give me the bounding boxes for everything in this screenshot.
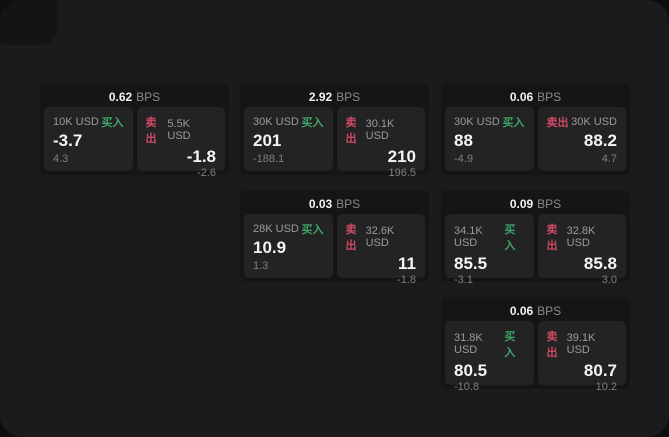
sell-tag: 卖出 [546, 331, 558, 359]
quote-card: 0.09 BPS 34.1K USD 买入 85.5 -3.1 卖出 32.8K… [441, 190, 630, 286]
sell-tag: 卖出 [345, 224, 357, 252]
buy-price: 85.5 [454, 254, 488, 273]
sell-tag: 卖出 [145, 117, 157, 145]
buy-panel[interactable]: 30K USD 买入 201 -188.1 [244, 107, 333, 171]
buy-panel[interactable]: 31.8K USD 买入 80.5 -10.8 [445, 321, 534, 393]
corner-block [0, 0, 58, 45]
sell-sub-value: 4.7 [601, 153, 617, 165]
bps-header: 0.06 BPS [445, 87, 626, 107]
sell-sub-value: 3.0 [601, 273, 617, 286]
buy-price: -3.7 [53, 131, 83, 150]
buy-amount: 30K USD [253, 116, 299, 128]
bps-header: 0.06 BPS [445, 301, 626, 321]
buy-sub-value: -188.1 [253, 153, 285, 165]
buy-sub-value: 1.3 [253, 260, 269, 272]
bps-header: 0.03 BPS [244, 194, 425, 214]
bps-unit: BPS [537, 90, 562, 104]
bps-unit: BPS [336, 197, 361, 211]
buy-price: 201 [253, 131, 282, 150]
buy-sub-value: -4.9 [454, 153, 473, 165]
sell-amount: 32.6K USD [365, 225, 395, 249]
quote-card: 0.03 BPS 28K USD 买入 10.9 1.3 卖出 32.6K US… [240, 190, 429, 286]
bps-unit: BPS [537, 304, 562, 318]
buy-amount: 34.1K USD [454, 225, 483, 249]
bps-value: 0.62 [108, 90, 133, 104]
buy-panel[interactable]: 34.1K USD 买入 85.5 -3.1 [445, 214, 534, 286]
sell-panel[interactable]: 卖出 32.8K USD 85.8 3.0 [537, 214, 626, 286]
bps-header: 0.62 BPS [44, 87, 225, 107]
bps-unit: BPS [537, 197, 562, 211]
buy-price: 88 [454, 131, 473, 150]
bps-value: 2.92 [308, 90, 333, 104]
bps-unit: BPS [336, 90, 361, 104]
sell-price: 11 [398, 254, 416, 273]
bps-value: 0.03 [308, 197, 333, 211]
buy-amount: 30K USD [454, 116, 500, 128]
buy-tag: 买入 [101, 117, 124, 129]
bps-unit: BPS [136, 90, 161, 104]
buy-panel[interactable]: 10K USD 买入 -3.7 4.3 [44, 107, 133, 171]
sell-sub-value: -2.6 [197, 166, 216, 179]
sell-tag: 卖出 [345, 117, 357, 145]
bps-header: 0.09 BPS [445, 194, 626, 214]
buy-tag: 买入 [504, 224, 516, 252]
sell-sub-value: -1.8 [397, 273, 416, 286]
buy-panel[interactable]: 28K USD 买入 10.9 1.3 [244, 214, 333, 278]
sell-panel[interactable]: 卖出 32.6K USD 11 -1.8 [336, 214, 425, 286]
buy-tag: 买入 [301, 224, 324, 236]
buy-sub-value: -3.1 [454, 273, 473, 286]
sell-sub-value: 196.5 [388, 166, 416, 179]
sell-amount: 32.8K USD [566, 225, 596, 249]
sell-panel[interactable]: 卖出 30K USD 88.2 4.7 [537, 107, 626, 171]
quote-card: 0.06 BPS 31.8K USD 买入 80.5 -10.8 卖出 39.1… [441, 297, 630, 393]
buy-amount: 28K USD [253, 223, 299, 235]
sell-price: 88.2 [583, 131, 617, 150]
buy-tag: 买入 [301, 117, 324, 129]
sell-sub-value: 10.2 [595, 380, 617, 393]
buy-panel[interactable]: 30K USD 买入 88 -4.9 [445, 107, 534, 171]
buy-tag: 买入 [504, 331, 516, 359]
sell-panel[interactable]: 卖出 39.1K USD 80.7 10.2 [537, 321, 626, 393]
quote-card: 2.92 BPS 30K USD 买入 201 -188.1 卖出 30.1K … [240, 83, 429, 179]
buy-price: 10.9 [253, 238, 287, 257]
bps-value: 0.06 [509, 304, 534, 318]
bps-header: 2.92 BPS [244, 87, 425, 107]
sell-panel[interactable]: 卖出 30.1K USD 210 196.5 [336, 107, 425, 179]
bps-value: 0.09 [509, 197, 534, 211]
sell-price: 210 [387, 147, 416, 166]
sell-tag: 卖出 [546, 224, 558, 252]
sell-amount: 39.1K USD [566, 332, 596, 356]
sell-tag: 卖出 [546, 117, 569, 129]
buy-tag: 买入 [502, 117, 525, 129]
buy-sub-value: 4.3 [53, 153, 69, 165]
buy-sub-value: -10.8 [454, 380, 480, 393]
buy-price: 80.5 [454, 361, 488, 380]
buy-amount: 10K USD [53, 116, 99, 128]
bps-value: 0.06 [509, 90, 534, 104]
sell-amount: 5.5K USD [167, 118, 191, 142]
quote-card: 0.62 BPS 10K USD 买入 -3.7 4.3 卖出 5.5K USD… [40, 83, 229, 179]
buy-amount: 31.8K USD [454, 332, 483, 356]
sell-price: 80.7 [583, 361, 617, 380]
quote-card: 0.06 BPS 30K USD 买入 88 -4.9 卖出 30K USD 8… [441, 83, 630, 175]
sell-amount: 30.1K USD [365, 118, 395, 142]
sell-panel[interactable]: 卖出 5.5K USD -1.8 -2.6 [136, 107, 225, 179]
sell-price: 85.8 [583, 254, 617, 273]
sell-amount: 30K USD [571, 116, 617, 128]
sell-price: -1.8 [186, 147, 216, 166]
